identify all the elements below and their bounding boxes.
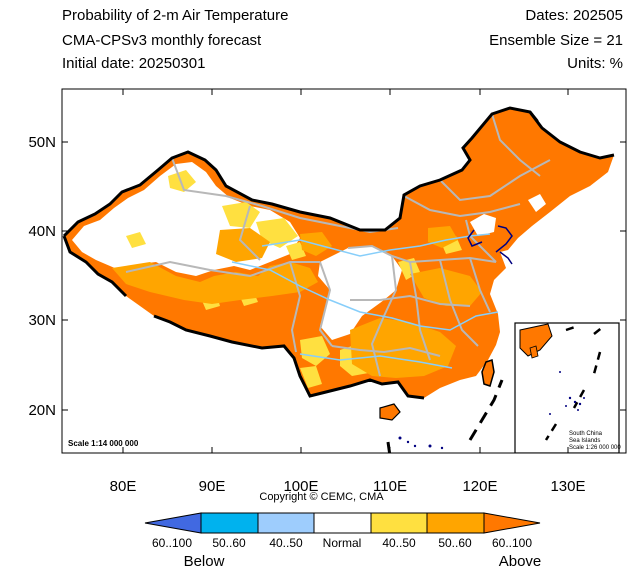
colorbar-below-60-100 [144, 512, 202, 534]
x-tick-120e: 120E [462, 478, 497, 495]
map-title: Probability of 2-m Air Temperature [62, 7, 289, 24]
x-tick-90e: 90E [199, 478, 226, 495]
taiwan-island [481, 359, 495, 387]
colorbar-above-40-50 [370, 512, 428, 534]
inset-caption: South China Sea Islands Scale 1:26 000 0… [569, 431, 621, 452]
inset-title-line-1: South China [569, 431, 603, 437]
colorbar-normal [313, 512, 372, 534]
axis-ticks [62, 89, 626, 453]
colorbar-label-below-40-50: 40..50 [269, 536, 303, 550]
colorbar-above-60-100 [483, 512, 541, 534]
y-tick-20n: 20N [28, 402, 56, 419]
map-content [62, 106, 620, 453]
colorbar-above-50-60 [426, 512, 485, 534]
normal-region-north [470, 214, 496, 236]
inset-scale-label: Scale 1:26 000 000 [569, 445, 621, 451]
map-scale-label: Scale 1:14 000 000 [68, 439, 139, 448]
colorbar-above-label: Above [498, 553, 542, 570]
copyright-notice: Copyright © CEMC, CMA [259, 491, 384, 503]
y-tick-30n: 30N [28, 312, 56, 329]
colorbar-below-label: Below [183, 553, 225, 570]
colorbar-label-above-60-100: 60..100 [491, 536, 533, 550]
units-label: Units: % [567, 55, 623, 72]
colorbar-label-below-50-60: 50..60 [212, 536, 246, 550]
ensemble-size: Ensemble Size = 21 [489, 32, 623, 49]
normal-region-northeast [528, 194, 546, 212]
colorbar-below-50-60 [200, 512, 259, 534]
maritime-boundary [386, 111, 540, 453]
x-tick-100e: 100E [283, 478, 318, 495]
colorbar-label-above-40-50: 40..50 [382, 536, 416, 550]
rivers [231, 233, 499, 369]
x-tick-110e: 110E [373, 478, 407, 495]
colorbar-label-above-50-60: 50..60 [438, 536, 472, 550]
colorbar-label-normal: Normal [322, 536, 362, 550]
scs-inset [514, 322, 620, 453]
scs-islands [398, 436, 444, 450]
forecast-dates: Dates: 202505 [525, 7, 623, 24]
hainan-island [379, 403, 401, 421]
map-subtitle: CMA-CPSv3 monthly forecast [62, 32, 262, 49]
x-tick-80e: 80E [110, 478, 137, 495]
colorbar-below-40-50 [257, 512, 315, 534]
colorbar-label-below-60-100: 60..100 [151, 536, 193, 550]
normal-region-central [318, 246, 402, 340]
y-tick-50n: 50N [28, 134, 56, 151]
colorbar [144, 512, 541, 534]
y-tick-40n: 40N [28, 223, 56, 240]
national-border [62, 106, 615, 400]
x-tick-130e: 130E [550, 478, 585, 495]
initial-date: Initial date: 20250301 [62, 55, 206, 72]
coastline [467, 225, 513, 265]
inset-title-line-2: Sea Islands [569, 438, 601, 444]
